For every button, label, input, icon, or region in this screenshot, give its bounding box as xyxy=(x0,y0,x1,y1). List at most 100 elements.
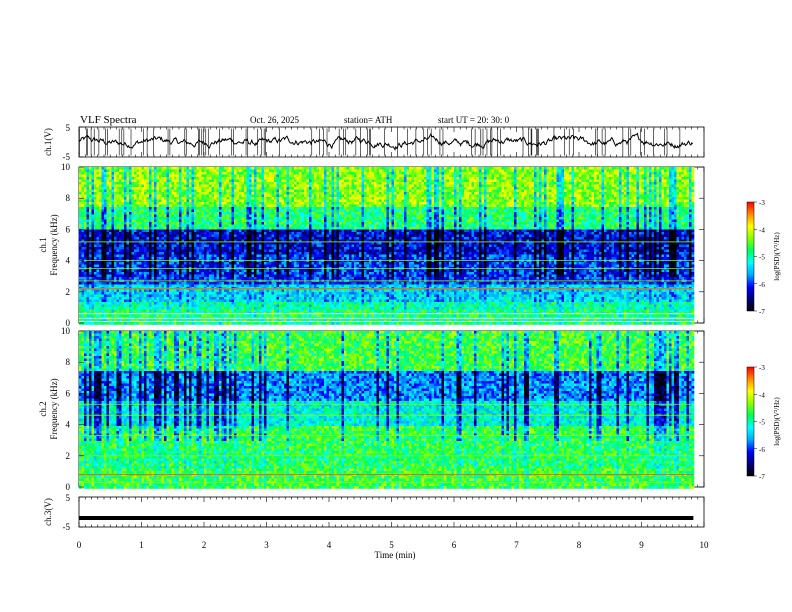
spectrogram-cell xyxy=(171,169,175,173)
spectrogram-cell xyxy=(166,299,170,303)
spectrogram-cell xyxy=(219,207,222,210)
spectrogram-cell xyxy=(244,262,247,265)
spectrogram-cell xyxy=(176,167,180,170)
spectrogram-cell xyxy=(149,237,152,240)
spectrogram-cell xyxy=(194,189,197,193)
spectrogram-cell xyxy=(201,292,205,295)
spectrogram-cell xyxy=(171,167,175,170)
spectrogram-cell xyxy=(144,182,147,185)
spectrogram-cell xyxy=(204,184,207,188)
spectrogram-cell xyxy=(96,182,100,185)
spectrogram-cell xyxy=(151,169,155,173)
spectrogram-cell xyxy=(196,264,200,268)
spectrogram-cell xyxy=(199,202,202,205)
spectrogram-cell xyxy=(164,249,167,253)
spectrogram-cell xyxy=(99,284,102,288)
spectrogram-cell xyxy=(249,194,252,198)
spectrogram-cell xyxy=(234,242,237,245)
spectrogram-cell xyxy=(246,269,250,273)
spectrogram-cell xyxy=(186,169,190,173)
spectrogram-cell xyxy=(86,249,90,253)
spectrogram-cell xyxy=(221,212,225,215)
spectrogram-cell xyxy=(201,309,205,313)
spectrogram-cell xyxy=(129,302,132,305)
spectrogram-cell xyxy=(209,254,212,258)
spectrogram-cell xyxy=(129,237,132,240)
spectrogram-cell xyxy=(191,194,195,198)
spectrogram-cell xyxy=(151,264,155,268)
spectrogram-cell xyxy=(104,174,107,178)
spectrogram-cell xyxy=(174,314,177,318)
spectrogram-cell xyxy=(101,307,105,310)
spectrogram-cell xyxy=(204,282,207,285)
spectrogram-cell xyxy=(104,189,107,193)
spectrogram-cell xyxy=(184,249,187,253)
spectrogram-cell xyxy=(216,192,220,195)
spectrogram-cell xyxy=(211,249,215,253)
spectrogram-cell xyxy=(124,304,127,308)
spectrogram-cell xyxy=(176,262,180,265)
spectrogram-cell xyxy=(206,184,210,188)
spectrogram-cell xyxy=(221,222,225,225)
spectrogram-cell xyxy=(176,282,180,285)
spectrogram-cell xyxy=(146,249,150,253)
spectrogram-cell xyxy=(181,239,185,243)
spectrogram-cell xyxy=(251,179,255,183)
spectrogram-cell xyxy=(84,174,87,178)
spectrogram-cell xyxy=(129,177,132,180)
spectrogram-cell xyxy=(126,222,130,225)
spectrogram-cell xyxy=(244,242,247,245)
spectrogram-cell xyxy=(151,219,155,223)
spectrogram-cell xyxy=(116,309,120,313)
spectrogram-cell xyxy=(221,254,225,258)
spectrogram-cell xyxy=(169,304,172,308)
spectrogram-cell xyxy=(114,222,117,225)
spectrogram-cell xyxy=(144,214,147,218)
spectrogram-cell xyxy=(161,309,165,313)
spectrogram-cell xyxy=(129,304,132,308)
spectrogram-cell xyxy=(166,194,170,198)
spectrogram-cell xyxy=(144,242,147,245)
spectrogram-cell xyxy=(106,244,110,248)
spectrogram-cell xyxy=(211,242,215,245)
spectrogram-cell xyxy=(159,257,162,260)
spectrogram-cell xyxy=(149,212,152,215)
spectrogram-cell xyxy=(89,242,92,245)
spectrogram-cell xyxy=(256,172,260,175)
spectrogram-cell xyxy=(81,289,85,293)
spectrogram-cell xyxy=(154,237,157,240)
spectrogram-cell xyxy=(251,292,255,295)
spectrogram-cell xyxy=(124,227,127,230)
spectrogram-cell xyxy=(106,169,110,173)
spectrogram-cell xyxy=(129,309,132,313)
spectrogram-cell xyxy=(136,212,140,215)
spectrogram-cell xyxy=(209,322,212,325)
spectrogram-cell xyxy=(91,199,95,203)
spectrogram-cell xyxy=(236,247,240,250)
spectrogram-cell xyxy=(96,264,100,268)
spectrogram-cell xyxy=(174,282,177,285)
spectrogram-cell xyxy=(89,319,92,323)
spectrogram-cell xyxy=(84,307,87,310)
spectrogram-cell xyxy=(204,314,207,318)
spectrogram-cell xyxy=(131,239,135,243)
spectrogram-cell xyxy=(126,307,130,310)
spectrogram-cell xyxy=(196,214,200,218)
spectrogram-cell xyxy=(224,262,227,265)
spectrogram-cell xyxy=(189,212,192,215)
spectrogram-cell xyxy=(171,222,175,225)
spectrogram-cell xyxy=(101,304,105,308)
spectrogram-cell xyxy=(89,227,92,230)
spectrogram-cell xyxy=(229,194,232,198)
spectrogram-cell xyxy=(239,264,242,268)
spectrogram-cell xyxy=(91,272,95,275)
spectrogram-cell xyxy=(84,282,87,285)
spectrogram-cell xyxy=(169,197,172,200)
spectrogram-cell xyxy=(239,222,242,225)
spectrogram-cell xyxy=(144,289,147,293)
spectrogram-cell xyxy=(106,277,110,280)
spectrogram-cell xyxy=(191,177,195,180)
spectrogram-cell xyxy=(179,187,182,190)
spectrogram-cell xyxy=(194,304,197,308)
spectrogram-cell xyxy=(114,199,117,203)
